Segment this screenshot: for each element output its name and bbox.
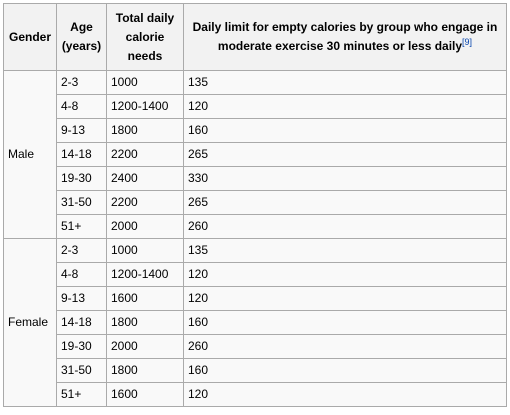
age-cell: 2-3	[56, 70, 107, 95]
age-cell: 31-50	[56, 358, 107, 383]
table-body: Male 2-3 1000 135 4-8 1200-1400 120 9-13 1800 160…	[3, 70, 507, 407]
table-row: 31-50 1800 160	[4, 358, 507, 383]
calories-cell: 1200-1400	[106, 94, 184, 119]
gender-cell: Female	[3, 238, 57, 407]
age-cell: 19-30	[56, 334, 107, 359]
limit-cell: 135	[183, 238, 507, 263]
calories-cell: 1200-1400	[106, 262, 184, 287]
calories-cell: 1000	[106, 70, 184, 95]
limit-cell: 260	[183, 214, 507, 239]
age-cell: 14-18	[56, 142, 107, 167]
calories-cell: 1000	[106, 238, 184, 263]
table-row: 51+ 2000 260	[4, 214, 507, 239]
reference-link[interactable]: [9]	[462, 37, 473, 47]
table-row: 4-8 1200-1400 120	[4, 94, 507, 119]
table-row: Female 2-3 1000 135	[3, 238, 507, 407]
limit-cell: 120	[183, 262, 507, 287]
limit-cell: 160	[183, 118, 507, 143]
reference-superscript: [9]	[462, 37, 472, 47]
table-row: 9-13 1600 120	[4, 286, 507, 311]
table-row: 9-13 1800 160	[4, 118, 507, 143]
table-row: 19-30 2400 330	[4, 166, 507, 191]
limit-cell: 160	[183, 358, 507, 383]
table-row: 14-18 2200 265	[4, 142, 507, 167]
table-row: 4-8 1200-1400 120	[4, 262, 507, 287]
calories-cell: 1600	[106, 286, 184, 311]
header-row: Gender Age (years) Total daily calorie n…	[3, 3, 507, 71]
calories-cell: 2400	[106, 166, 184, 191]
limit-cell: 160	[183, 310, 507, 335]
limit-cell: 135	[183, 70, 507, 95]
header-empty-calorie-limit: Daily limit for empty calories by group …	[183, 3, 507, 71]
limit-cell: 330	[183, 166, 507, 191]
age-cell: 9-13	[56, 286, 107, 311]
age-cell: 2-3	[56, 238, 107, 263]
calories-cell: 1600	[106, 382, 184, 407]
header-total-calories: Total daily calorie needs	[106, 3, 184, 71]
header-age: Age (years)	[56, 3, 107, 71]
limit-cell: 120	[183, 382, 507, 407]
gender-cell: Male	[3, 70, 57, 239]
table-row: Male 2-3 1000 135	[3, 70, 507, 239]
calories-cell: 1800	[106, 310, 184, 335]
age-cell: 51+	[56, 214, 107, 239]
age-cell: 19-30	[56, 166, 107, 191]
table-row: 31-50 2200 265	[4, 190, 507, 215]
table-row: 19-30 2000 260	[4, 334, 507, 359]
calories-cell: 2200	[106, 190, 184, 215]
age-cell: 4-8	[56, 262, 107, 287]
limit-cell: 120	[183, 94, 507, 119]
calories-cell: 2000	[106, 334, 184, 359]
age-cell: 51+	[56, 382, 107, 407]
calories-cell: 1800	[106, 118, 184, 143]
empty-calories-table: Gender Age (years) Total daily calorie n…	[3, 3, 507, 407]
table-row: 51+ 1600 120	[4, 382, 507, 407]
calories-cell: 2200	[106, 142, 184, 167]
header-empty-calorie-limit-text: Daily limit for empty calories by group …	[192, 20, 498, 53]
table-row: 14-18 1800 160	[4, 310, 507, 335]
age-cell: 9-13	[56, 118, 107, 143]
header-gender: Gender	[3, 3, 57, 71]
limit-cell: 265	[183, 142, 507, 167]
calories-cell: 1800	[106, 358, 184, 383]
age-cell: 14-18	[56, 310, 107, 335]
limit-cell: 265	[183, 190, 507, 215]
age-cell: 31-50	[56, 190, 107, 215]
limit-cell: 260	[183, 334, 507, 359]
limit-cell: 120	[183, 286, 507, 311]
age-cell: 4-8	[56, 94, 107, 119]
calories-cell: 2000	[106, 214, 184, 239]
